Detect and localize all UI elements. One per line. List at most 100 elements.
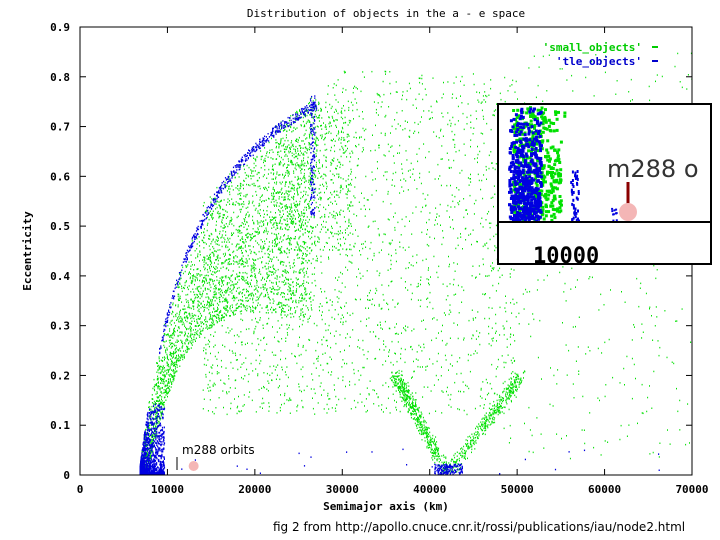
data-point [162, 374, 164, 376]
data-point [298, 246, 300, 248]
data-point [297, 164, 299, 167]
data-point [279, 385, 280, 387]
data-point [170, 347, 172, 349]
data-point [229, 308, 231, 310]
data-point [162, 366, 164, 369]
data-point [160, 412, 162, 414]
data-point [266, 306, 268, 309]
data-point [149, 428, 151, 430]
data-point [268, 197, 269, 200]
data-point [257, 338, 259, 340]
data-point [401, 163, 403, 165]
data-point [351, 362, 353, 364]
data-point [279, 327, 281, 329]
data-point [285, 282, 287, 284]
data-point [331, 115, 333, 118]
data-point [223, 319, 225, 322]
data-point [286, 167, 287, 169]
data-point [204, 336, 206, 339]
data-point [285, 208, 286, 210]
data-point [157, 382, 159, 384]
data-point [381, 408, 382, 411]
data-point [315, 140, 317, 142]
data-point [328, 116, 330, 119]
data-point [157, 377, 159, 380]
data-point [315, 170, 317, 172]
data-point [173, 352, 174, 354]
data-point [302, 228, 304, 230]
data-point [315, 152, 317, 155]
data-point [452, 227, 454, 230]
data-point [449, 119, 451, 122]
data-point [179, 278, 181, 281]
data-point [488, 343, 490, 345]
data-point [282, 275, 284, 277]
data-point [445, 344, 447, 346]
data-point [248, 290, 249, 293]
data-point [209, 379, 211, 382]
data-point [229, 221, 231, 224]
data-point [292, 291, 294, 294]
data-point [228, 332, 230, 334]
data-point [367, 295, 369, 297]
data-point [340, 142, 342, 144]
data-point [260, 245, 262, 248]
data-point [395, 249, 397, 251]
data-point [253, 259, 255, 261]
data-point [275, 366, 277, 368]
data-point [307, 318, 309, 321]
data-point [315, 259, 317, 262]
data-point [326, 148, 328, 151]
data-point [190, 317, 192, 320]
data-point [190, 282, 192, 284]
data-point [388, 219, 390, 221]
data-point [192, 315, 194, 317]
data-point [477, 241, 478, 243]
data-point [268, 248, 270, 250]
data-point [344, 349, 345, 352]
data-point [341, 145, 343, 148]
data-point [330, 125, 332, 127]
data-point [458, 390, 460, 393]
data-point [187, 288, 189, 291]
data-point [291, 292, 293, 295]
data-point [425, 366, 427, 368]
data-point [245, 250, 247, 253]
data-point [329, 249, 330, 251]
data-point [466, 385, 468, 388]
data-point [161, 382, 163, 384]
data-point [375, 112, 377, 114]
data-point [481, 397, 483, 399]
data-point [198, 236, 200, 238]
data-point [245, 214, 247, 216]
data-point [486, 122, 488, 125]
data-point [227, 249, 229, 252]
data-point [195, 257, 197, 259]
data-point [453, 322, 455, 324]
data-point [173, 379, 175, 381]
data-point [482, 258, 484, 260]
data-point [238, 189, 240, 192]
data-point [281, 368, 283, 371]
data-point [219, 200, 221, 203]
data-point [229, 173, 231, 175]
data-point [349, 336, 351, 338]
data-point [247, 237, 249, 239]
data-point [390, 146, 392, 148]
data-point [173, 372, 175, 375]
data-point [312, 117, 314, 120]
data-point [184, 311, 186, 314]
data-point [303, 224, 305, 227]
data-point [176, 339, 178, 341]
data-point [219, 205, 221, 208]
data-point [488, 222, 490, 224]
data-point [245, 234, 247, 236]
data-point [426, 365, 428, 367]
data-point [281, 366, 283, 368]
data-point [304, 232, 306, 234]
data-point [178, 297, 180, 299]
data-point [216, 302, 218, 305]
data-point [193, 334, 195, 336]
data-point [282, 165, 284, 167]
data-point [295, 200, 297, 203]
